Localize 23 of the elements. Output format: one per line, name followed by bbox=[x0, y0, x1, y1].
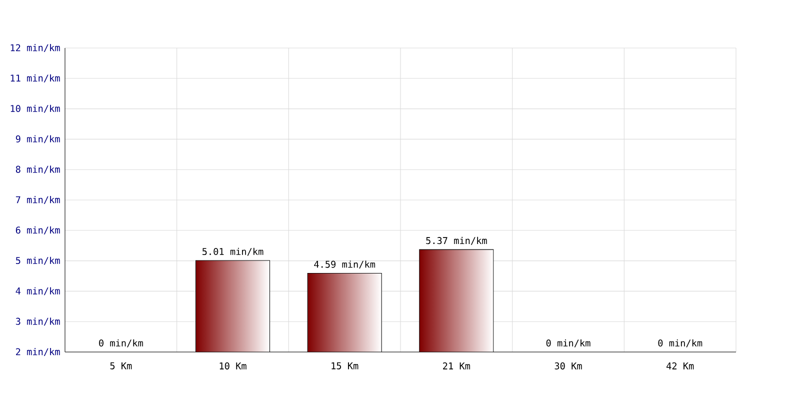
x-tick-label: 15 Km bbox=[332, 362, 358, 370]
data-label: 5.01 min/km bbox=[202, 248, 264, 256]
x-tick-label: 30 Km bbox=[554, 362, 582, 370]
y-tick-label: 7 min/km bbox=[16, 196, 60, 204]
data-label: 5.37 min/km bbox=[426, 236, 487, 245]
y-tick-label: 6 min/km bbox=[16, 226, 60, 234]
y-tick-label: 8 min/km bbox=[16, 166, 60, 174]
y-tick-label: 10 min/km bbox=[10, 104, 60, 113]
x-tick-label: 21 Km bbox=[443, 362, 470, 370]
y-tick-label: 12 min/km bbox=[10, 44, 60, 52]
y-tick-label: 2 min/km bbox=[16, 348, 60, 356]
y-tick-label: 5 min/km bbox=[16, 256, 60, 265]
data-label: 4.59 min/km bbox=[314, 260, 376, 269]
y-tick-label: 3 min/km bbox=[16, 318, 60, 326]
y-tick-label: 11 min/km bbox=[10, 74, 60, 82]
x-tick-label: 5 Km bbox=[110, 362, 132, 370]
x-tick-label: 10 Km bbox=[220, 362, 246, 370]
text: 0 min/km bbox=[658, 339, 702, 348]
y-tick-label: 4 min/km bbox=[16, 287, 60, 296]
text: 0 min/km bbox=[99, 339, 143, 348]
text: 0 min/km bbox=[546, 339, 590, 348]
x-tick-label: 42 Km bbox=[666, 362, 694, 370]
y-tick-label: 9 min/km bbox=[16, 135, 60, 144]
